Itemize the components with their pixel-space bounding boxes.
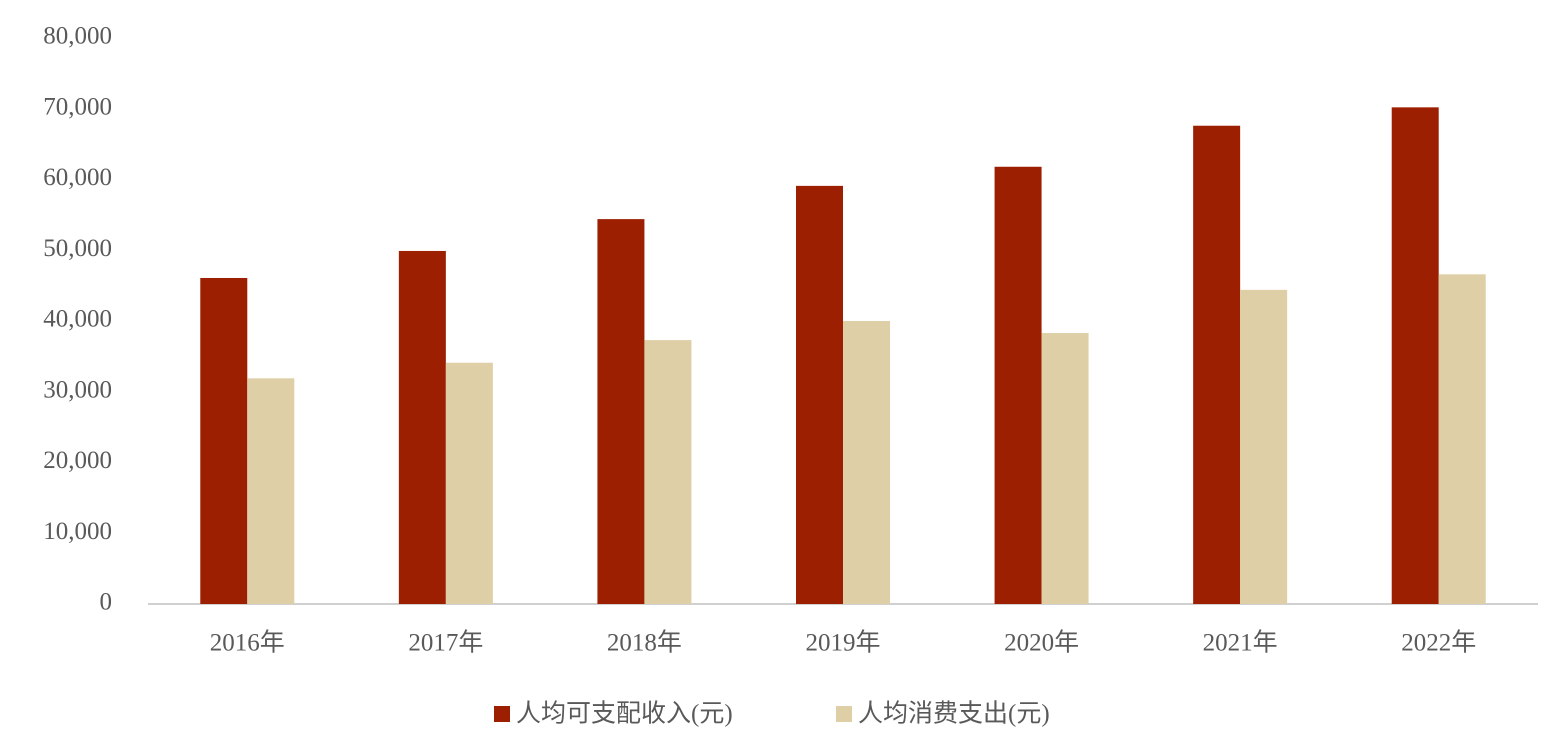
x-tick-label: 2020年 [1004, 629, 1079, 657]
bar [247, 378, 295, 604]
bar [1391, 107, 1439, 605]
bar [445, 362, 493, 604]
x-tick-label: 2019年 [805, 629, 880, 657]
legend-label: 人均可支配收入(元) [516, 700, 733, 728]
bar [843, 321, 890, 604]
bar [597, 219, 645, 604]
bar [1193, 125, 1241, 604]
y-tick-label: 0 [100, 589, 113, 616]
bar [796, 185, 843, 604]
y-tick-label: 10,000 [43, 518, 112, 545]
bar [1438, 274, 1486, 604]
bar [644, 340, 692, 604]
y-tick-label: 50,000 [43, 235, 112, 262]
bar [1240, 289, 1288, 604]
legend-swatch [494, 706, 510, 722]
bar [994, 166, 1042, 604]
x-tick-label: 2022年 [1401, 629, 1476, 657]
legend-swatch [836, 706, 852, 722]
legend-label: 人均消费支出(元) [858, 700, 1050, 728]
y-tick-label: 70,000 [43, 93, 112, 120]
y-tick-label: 80,000 [43, 23, 112, 50]
y-tick-label: 60,000 [43, 164, 112, 191]
x-tick-label: 2017年 [408, 629, 483, 657]
y-tick-label: 20,000 [43, 447, 112, 474]
bar [1041, 333, 1089, 604]
x-tick-label: 2016年 [210, 629, 285, 657]
y-tick-label: 30,000 [43, 376, 112, 403]
bar [200, 277, 248, 604]
bar [398, 250, 446, 604]
x-tick-label: 2018年 [607, 629, 682, 657]
x-tick-label: 2021年 [1203, 629, 1278, 657]
y-tick-label: 40,000 [43, 306, 112, 333]
